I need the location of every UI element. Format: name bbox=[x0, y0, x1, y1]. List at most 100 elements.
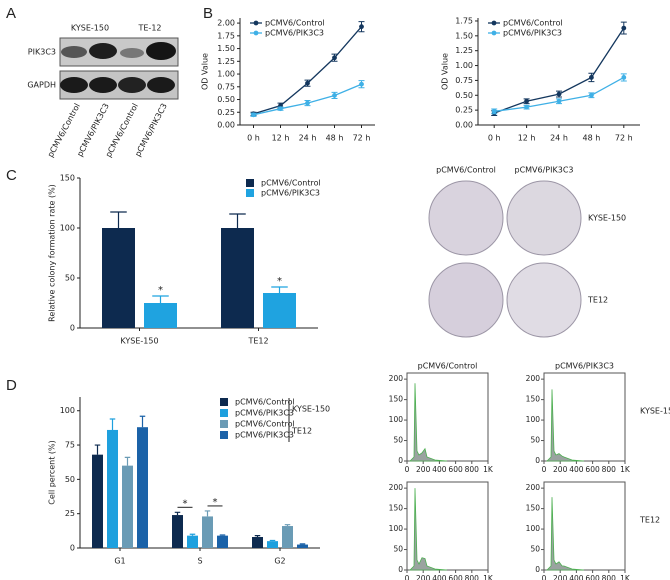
x-tick-label: 24 h bbox=[550, 134, 568, 143]
error-bar bbox=[299, 543, 306, 545]
legend-label: pCMV6/Control bbox=[235, 420, 295, 429]
significance: * bbox=[158, 285, 163, 296]
colony-plate bbox=[428, 180, 504, 256]
blot-band bbox=[120, 48, 144, 58]
y-tick-label: 100 bbox=[526, 524, 541, 533]
y-tick-label: 0 bbox=[535, 456, 540, 465]
x-tick-label: 72 h bbox=[353, 134, 371, 143]
y-tick-label: 150 bbox=[389, 504, 404, 513]
colony-column: pCMV6/PIK3C3 bbox=[514, 166, 573, 175]
error-bar bbox=[152, 295, 169, 303]
y-tick-label: 200 bbox=[389, 374, 404, 383]
significance: * bbox=[183, 498, 188, 509]
blot-band bbox=[147, 77, 175, 93]
legend-swatch bbox=[220, 431, 228, 439]
legend-label: pCMV6/PIK3C3 bbox=[503, 29, 562, 38]
x-tick-label: TE12 bbox=[247, 337, 268, 346]
y-tick-label: 1.75 bbox=[217, 31, 235, 40]
legend-swatch bbox=[220, 409, 228, 417]
x-tick-label: 1K bbox=[483, 465, 494, 474]
flow-histogram bbox=[546, 389, 585, 462]
y-tick-label: 0 bbox=[398, 456, 403, 465]
point bbox=[359, 81, 364, 87]
error-bar bbox=[174, 511, 181, 516]
colony-row: TE12 bbox=[587, 296, 608, 305]
error-bar bbox=[254, 535, 261, 538]
y-tick-label: 100 bbox=[526, 415, 541, 424]
y-axis-label: OD Value bbox=[441, 53, 450, 90]
x-tick-label: 12 h bbox=[518, 134, 536, 143]
error-bar bbox=[271, 286, 288, 293]
y-tick-label: 100 bbox=[60, 406, 75, 415]
colony-plate bbox=[506, 262, 582, 338]
x-tick-label: G1 bbox=[114, 557, 125, 566]
y-tick-label: 0.75 bbox=[217, 82, 235, 91]
bar bbox=[217, 535, 228, 548]
point bbox=[491, 108, 497, 114]
bar bbox=[102, 228, 135, 328]
y-axis-label: Relative colony formation rate (%) bbox=[48, 184, 57, 322]
bar bbox=[172, 515, 183, 548]
x-tick-label: S bbox=[197, 557, 202, 566]
panel-label: C bbox=[6, 167, 17, 184]
x-tick-label: 600 bbox=[585, 574, 600, 580]
colony-row: KYSE-150 bbox=[588, 214, 626, 223]
flow-frame bbox=[406, 481, 489, 571]
y-tick-label: 1.75 bbox=[455, 16, 473, 25]
y-tick-label: 150 bbox=[389, 395, 404, 404]
point bbox=[524, 98, 529, 104]
x-tick-label: 1K bbox=[620, 574, 631, 580]
error-bar bbox=[204, 510, 211, 517]
y-tick-label: 150 bbox=[60, 174, 75, 183]
y-tick-label: 100 bbox=[60, 224, 75, 233]
error-bar bbox=[139, 415, 146, 428]
y-tick-label: 75 bbox=[65, 441, 75, 450]
error-bar bbox=[269, 539, 276, 542]
y-tick-label: 0.75 bbox=[455, 76, 473, 85]
error-bar bbox=[284, 524, 291, 527]
x-tick-label: 48 h bbox=[326, 134, 344, 143]
error-bar bbox=[124, 456, 131, 466]
panel-label: A bbox=[6, 5, 16, 22]
error-bar bbox=[229, 213, 246, 228]
point bbox=[556, 98, 562, 104]
y-tick-label: 2.00 bbox=[217, 19, 235, 28]
x-tick-label: 1K bbox=[620, 465, 631, 474]
legend-label: pCMV6/Control bbox=[503, 19, 563, 28]
flow-histogram bbox=[409, 383, 448, 462]
point bbox=[524, 104, 529, 110]
y-tick-label: 150 bbox=[526, 395, 541, 404]
y-tick-label: 0 bbox=[70, 544, 75, 553]
flow-frame bbox=[543, 372, 626, 462]
y-tick-label: 200 bbox=[389, 483, 404, 492]
point bbox=[589, 75, 594, 80]
blot-band bbox=[118, 77, 146, 93]
point bbox=[589, 92, 594, 98]
x-tick-label: 0 bbox=[405, 574, 410, 580]
y-tick-label: 1.25 bbox=[455, 46, 473, 55]
point bbox=[359, 24, 364, 30]
x-tick-label: 0 bbox=[542, 574, 547, 580]
x-tick-label: 800 bbox=[602, 465, 617, 474]
y-tick-label: 0.50 bbox=[455, 91, 473, 100]
x-tick-label: 0 h bbox=[488, 134, 501, 143]
y-tick-label: 1.00 bbox=[217, 70, 235, 79]
legend-swatch bbox=[220, 398, 228, 406]
y-tick-label: 0 bbox=[535, 565, 540, 574]
x-tick-label: 800 bbox=[602, 574, 617, 580]
blot-lane: pCMV6/PIK3C3 bbox=[133, 102, 169, 158]
legend-swatch bbox=[220, 420, 228, 428]
y-tick-label: 0.00 bbox=[217, 121, 235, 130]
x-tick-label: 400 bbox=[569, 465, 584, 474]
point bbox=[332, 55, 337, 61]
y-tick-label: 100 bbox=[389, 524, 404, 533]
panel-label: D bbox=[6, 377, 17, 394]
bar bbox=[252, 537, 263, 548]
x-tick-label: 600 bbox=[448, 574, 463, 580]
bar bbox=[282, 526, 293, 548]
y-tick-label: 1.00 bbox=[455, 61, 473, 70]
y-tick-label: 0 bbox=[70, 324, 75, 333]
error-bar bbox=[219, 534, 226, 536]
blot-band bbox=[146, 42, 176, 60]
